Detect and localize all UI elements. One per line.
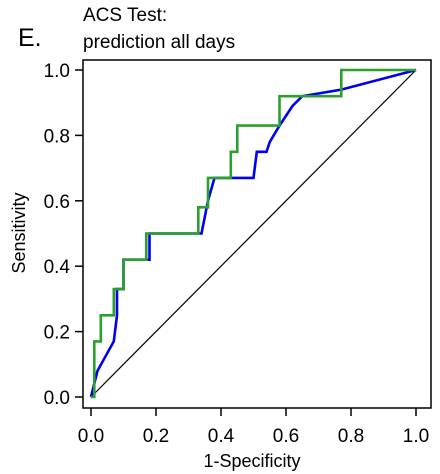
x-tick-label: 0.8: [338, 426, 364, 447]
y-axis-title: Sensitivity: [9, 192, 29, 273]
chart-title-line-1: ACS Test:: [83, 5, 167, 26]
y-tick-label: 1.0: [44, 61, 70, 82]
roc-curve-green: [91, 68, 416, 399]
chart-title-line-2: prediction all days: [83, 32, 235, 53]
y-tick-label: 0.2: [44, 323, 70, 344]
x-tick-label: 0.4: [208, 426, 235, 447]
y-tick-label: 0.6: [44, 192, 70, 213]
series-layer: [89, 68, 417, 399]
panel-label: E.: [18, 24, 42, 52]
y-tick-label: 0.4: [44, 257, 71, 278]
x-tick-label: 1.0: [403, 426, 429, 447]
axis-ticks: 0.0 0.2 0.4 0.6 0.8 1.0 0.0 0.2 0.4 0.6 0.8 1.0: [44, 61, 430, 447]
x-axis-title: 1-Specificity: [203, 451, 300, 471]
y-tick-label: 0.8: [44, 126, 70, 147]
x-tick-label: 0.6: [273, 426, 299, 447]
x-tick-label: 0.0: [78, 426, 104, 447]
y-tick-label: 0.0: [44, 388, 70, 409]
plot-frame: [82, 59, 432, 409]
diagonal-reference-line: [90, 69, 417, 398]
x-tick-label: 0.2: [143, 426, 169, 447]
